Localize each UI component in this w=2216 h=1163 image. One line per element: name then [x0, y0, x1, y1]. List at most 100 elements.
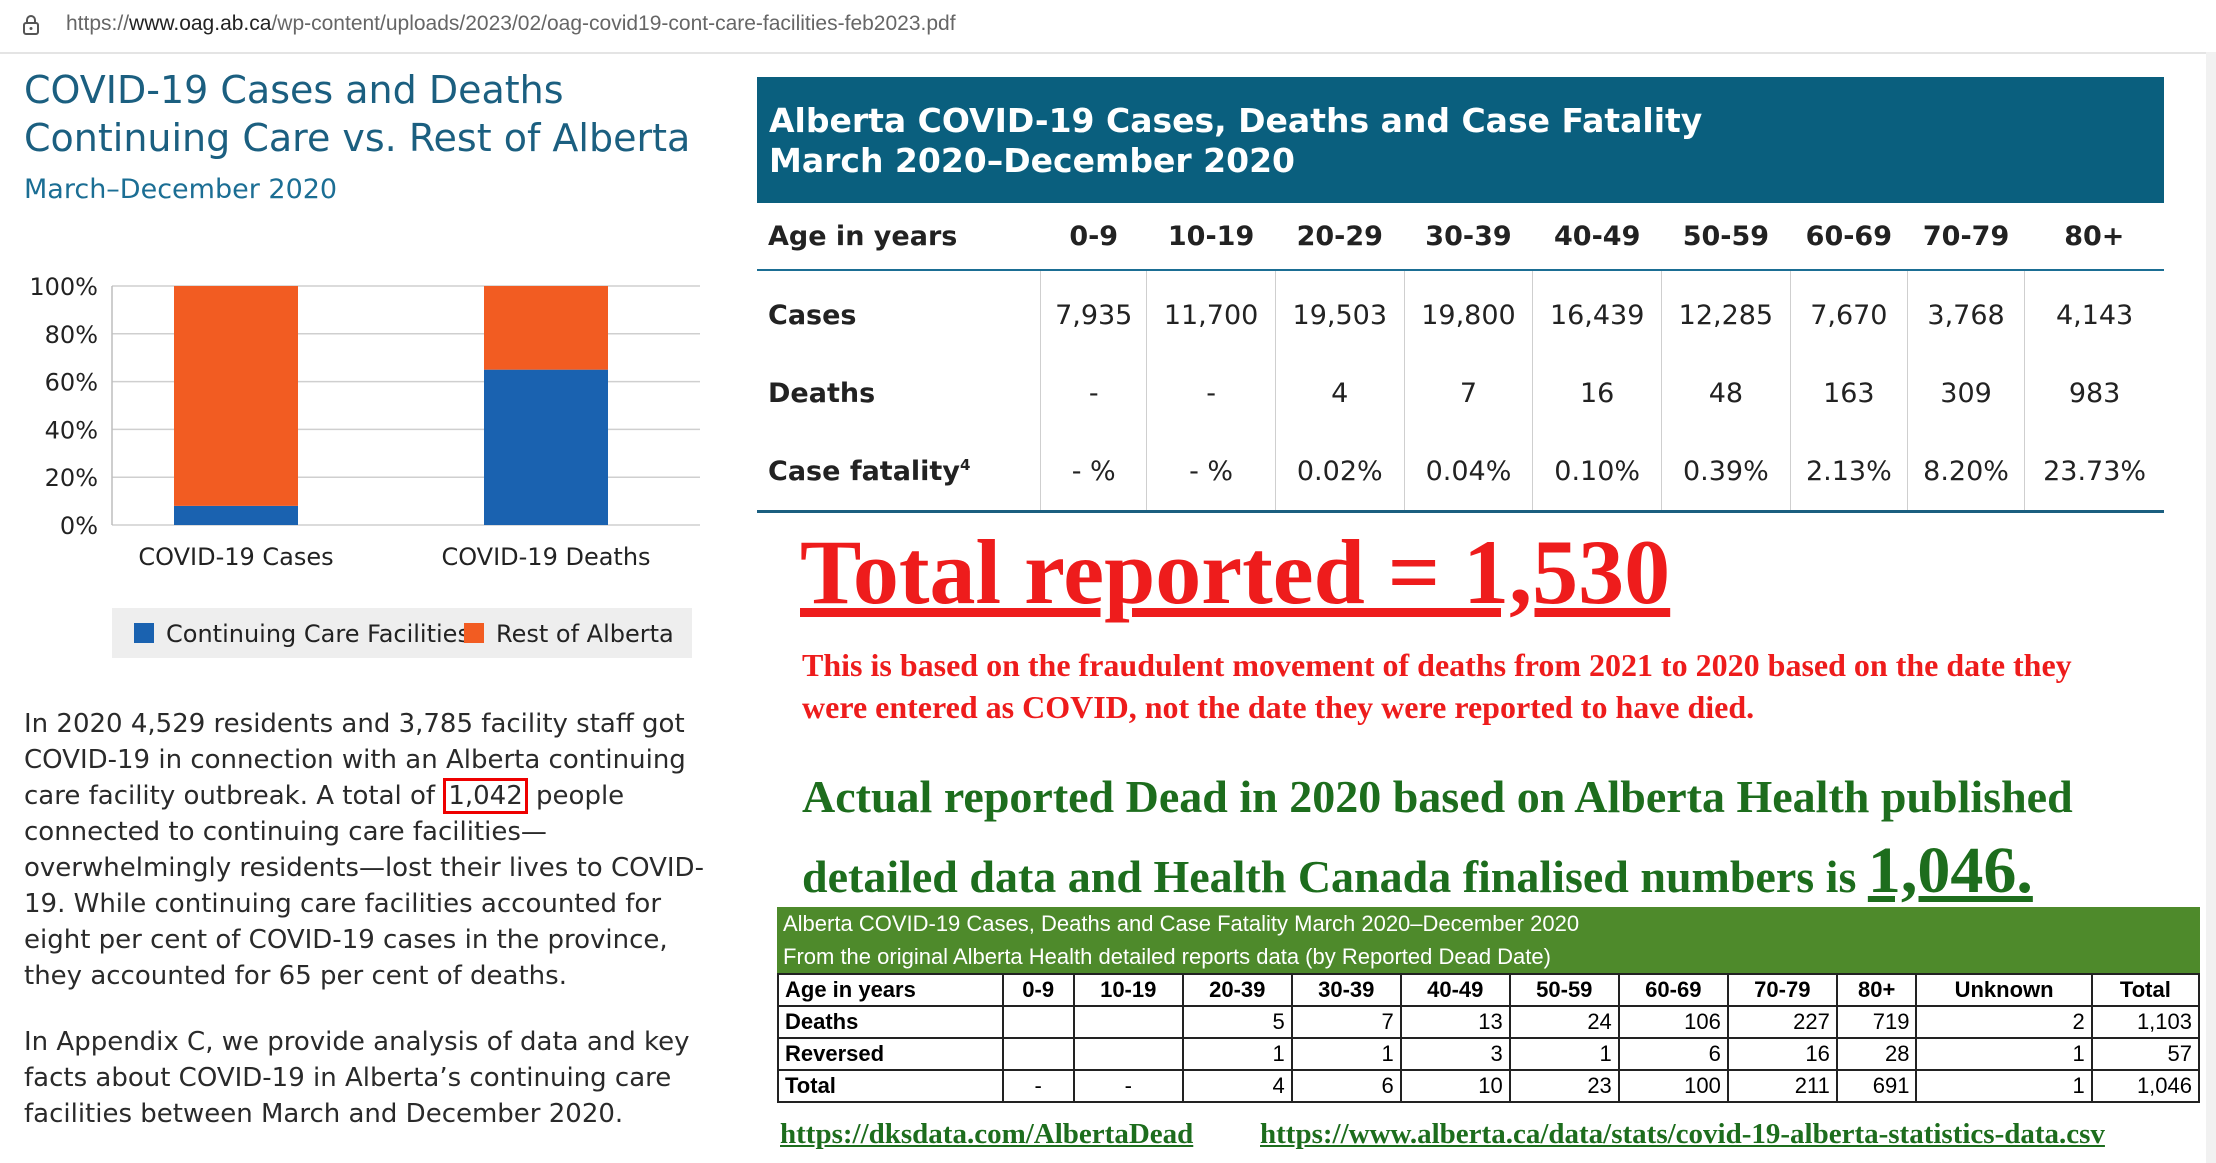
table-cell: 2 — [1915, 1005, 2093, 1039]
total-reported-heading: Total reported = 1,530 — [800, 521, 1671, 623]
column-header: 20-39 — [1181, 973, 1293, 1007]
bar-segment — [484, 369, 608, 525]
table-row: Case fatality4- % - % 0.02% 0.04% 0.10% 0.39%… — [757, 432, 2164, 513]
bar-segment — [484, 286, 608, 370]
table-cell: 19,800 — [1403, 270, 1533, 354]
legend-swatch — [134, 623, 154, 643]
column-header: Unknown — [1915, 973, 2093, 1007]
table-cell — [1072, 1037, 1184, 1071]
url-text[interactable]: https://www.oag.ab.ca/wp-content/uploads… — [66, 12, 956, 35]
table-cell: 19,503 — [1274, 270, 1405, 354]
table-cell: 5 — [1181, 1005, 1293, 1039]
y-tick-label: 80% — [45, 321, 98, 349]
table-cell: 24 — [1508, 1005, 1620, 1039]
column-header: 60-69 — [1790, 203, 1908, 271]
column-header: 80+ — [1835, 973, 1918, 1007]
table-cell: 1 — [1508, 1037, 1620, 1071]
table-row: Deaths - -4 7 16 48 163 309 983 — [757, 354, 2164, 432]
table-cell: 23 — [1508, 1069, 1620, 1103]
table-cell: 227 — [1726, 1005, 1838, 1039]
row-label: Deaths — [777, 1005, 1004, 1039]
table-cell: 8.20% — [1906, 432, 2025, 513]
bar-segment — [174, 505, 298, 525]
link-alberta-csv[interactable]: https://www.alberta.ca/data/stats/covid-… — [1260, 1118, 2105, 1150]
table-cell: 163 — [1789, 354, 1908, 432]
table-cell: 0.10% — [1532, 432, 1662, 513]
column-header: 10-19 — [1146, 203, 1276, 271]
table-cell: 57 — [2090, 1037, 2201, 1071]
table-cell: 28 — [1835, 1037, 1918, 1071]
legend-swatch — [464, 623, 484, 643]
y-tick-label: 20% — [45, 464, 98, 492]
column-header: 40-49 — [1399, 973, 1511, 1007]
table-cell: 7 — [1403, 354, 1533, 432]
table-cell: 1 — [1290, 1037, 1402, 1071]
page-info-icon[interactable] — [20, 14, 42, 36]
table-cell: 1,103 — [2090, 1005, 2201, 1039]
table-cell: 6 — [1617, 1037, 1729, 1071]
y-tick-label: 40% — [45, 416, 98, 444]
table-cell: 211 — [1726, 1069, 1838, 1103]
table-cell — [1001, 1037, 1075, 1071]
y-tick-label: 100% — [29, 273, 98, 301]
row-label: Reversed — [777, 1037, 1004, 1071]
small-table-title: Alberta COVID-19 Cases, Deaths and Case … — [777, 907, 2200, 975]
table-cell: 13 — [1399, 1005, 1511, 1039]
column-header: 70-79 — [1726, 973, 1838, 1007]
table-cell: 0.04% — [1403, 432, 1533, 513]
reported-dead-table: Age in years 0-9 10-19 20-39 30-39 40-49 50-59… — [777, 973, 2201, 1103]
table-cell: 0.39% — [1661, 432, 1791, 513]
green-note: Actual reported Dead in 2020 based on Al… — [802, 771, 2073, 907]
scrollbar[interactable] — [2206, 52, 2216, 1163]
table-cell: 0.02% — [1274, 432, 1405, 513]
table-cell: 4,143 — [2024, 270, 2164, 354]
x-tick-label: COVID-19 Deaths — [441, 543, 650, 571]
row-label: Case fatality4 — [757, 432, 1041, 513]
red-note: This is based on the fraudulent movement… — [802, 647, 2072, 725]
row-label: Total — [777, 1069, 1004, 1103]
x-tick-label: COVID-19 Cases — [138, 543, 333, 571]
table-row: Cases 7,935 11,700 19,503 19,800 16,439 12,285… — [757, 270, 2164, 354]
column-header: Age in years — [777, 973, 1004, 1007]
table-cell: - % — [1146, 432, 1276, 513]
bar-segment — [174, 286, 298, 506]
address-bar[interactable]: https://www.oag.ab.ca/wp-content/uploads… — [0, 0, 2216, 54]
table-cell: 7 — [1290, 1005, 1402, 1039]
table-cell: 7,935 — [1040, 270, 1147, 354]
table-cell: 1,046 — [2090, 1069, 2201, 1103]
column-header: 0-9 — [1040, 203, 1147, 271]
chart-title: COVID-19 Cases and Deaths Continuing Car… — [24, 68, 691, 160]
y-tick-label: 60% — [45, 369, 98, 397]
table-cell: 12,285 — [1661, 270, 1791, 354]
table-cell: - — [1001, 1069, 1075, 1103]
table-cell: 48 — [1661, 354, 1791, 432]
table-row: Deaths 5 7 13 24 106 227 719 2 1,103 — [777, 1005, 2201, 1039]
table-cell: 6 — [1290, 1069, 1402, 1103]
table-cell: 11,700 — [1146, 270, 1276, 354]
table-cell: 4 — [1181, 1069, 1293, 1103]
legend-label: Continuing Care Facilities — [166, 620, 470, 648]
body-paragraph-1: In 2020 4,529 residents and 3,785 facili… — [24, 709, 704, 991]
table-cell: 1 — [1915, 1069, 2093, 1103]
link-dksdata[interactable]: https://dksdata.com/AlbertaDead — [780, 1118, 1194, 1150]
table-cell: 100 — [1617, 1069, 1729, 1103]
row-label: Cases — [768, 299, 857, 331]
table-cell: 10 — [1399, 1069, 1511, 1103]
column-header: 50-59 — [1661, 203, 1791, 271]
column-header: 60-69 — [1617, 973, 1729, 1007]
table-cell: - — [1040, 354, 1147, 432]
column-header: Total — [2090, 973, 2201, 1007]
table-cell: 16,439 — [1532, 270, 1662, 354]
table-cell: 983 — [2024, 354, 2164, 432]
table-cell: 3 — [1399, 1037, 1511, 1071]
table-cell: - % — [1040, 432, 1147, 513]
column-header: 30-39 — [1404, 203, 1533, 271]
column-header: 20-29 — [1275, 203, 1405, 271]
actual-dead-number: 1,046. — [1867, 834, 2033, 907]
table-cell: 106 — [1617, 1005, 1729, 1039]
table-cell: 1 — [1181, 1037, 1293, 1071]
table-cell: 1 — [1915, 1037, 2093, 1071]
table-cell: 16 — [1726, 1037, 1838, 1071]
column-header: Age in years — [757, 203, 1041, 271]
column-header: 10-19 — [1072, 973, 1184, 1007]
